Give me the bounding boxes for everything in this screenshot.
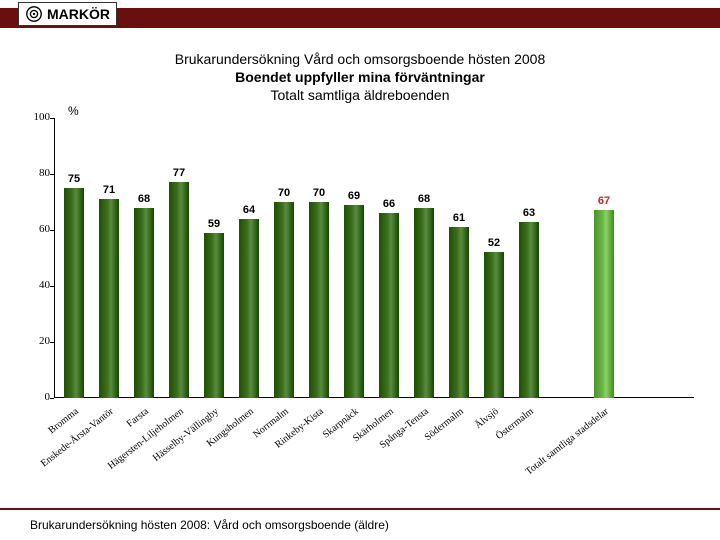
brand-logo: MARKÖR [18, 2, 117, 26]
bar-value-label: 70 [274, 187, 294, 199]
bar: 77 [169, 182, 189, 398]
bar-value-label: 75 [64, 173, 84, 185]
bar-value-label: 52 [484, 237, 504, 249]
y-axis-unit: % [68, 104, 79, 118]
bar-value-label: 67 [594, 195, 614, 207]
bar: 66 [379, 213, 399, 398]
bar: 63 [519, 222, 539, 398]
x-tick-label: Totalt samtliga stadsdelar [524, 406, 611, 478]
bar-value-label: 70 [309, 187, 329, 199]
bar-value-label: 63 [519, 207, 539, 219]
chart-title-line: Boendet uppfyller mina förväntningar [0, 68, 720, 86]
x-tick-label: Farsta [125, 406, 151, 430]
bar: 52 [484, 252, 504, 398]
bar: 59 [204, 233, 224, 398]
footer-divider [0, 508, 720, 510]
bar-value-label: 71 [99, 184, 119, 196]
bar: 70 [274, 202, 294, 398]
y-tick-label: 60 [20, 223, 50, 235]
bar: 69 [344, 205, 364, 398]
bar-value-label: 64 [239, 204, 259, 216]
y-tick-label: 100 [20, 111, 50, 123]
y-tick [50, 286, 54, 287]
bar: 75 [64, 188, 84, 398]
footer-caption: Brukarundersökning hösten 2008: Vård och… [30, 518, 389, 532]
y-tick [50, 174, 54, 175]
y-tick-label: 40 [20, 279, 50, 291]
bar: 71 [99, 199, 119, 398]
y-tick-label: 0 [20, 391, 50, 403]
chart-title: Brukarundersökning Vård och omsorgsboend… [0, 50, 720, 105]
chart-area: 757168775964707069666861526367 020406080… [54, 118, 694, 398]
x-tick-label: Östermalm [494, 406, 536, 442]
bar-value-label: 77 [169, 167, 189, 179]
bar: 67 [594, 210, 614, 398]
x-tick-label: Älvsjö [473, 406, 501, 431]
bar-value-label: 61 [449, 212, 469, 224]
y-tick-label: 20 [20, 335, 50, 347]
bar: 70 [309, 202, 329, 398]
bar: 61 [449, 227, 469, 398]
bar: 68 [414, 208, 434, 398]
bar-value-label: 66 [379, 198, 399, 210]
target-icon [25, 5, 43, 23]
bar: 68 [134, 208, 154, 398]
y-tick [50, 118, 54, 119]
y-tick [50, 230, 54, 231]
y-tick [50, 342, 54, 343]
y-tick [50, 398, 54, 399]
bar-value-label: 59 [204, 218, 224, 230]
bar-value-label: 69 [344, 190, 364, 202]
bar-value-label: 68 [414, 193, 434, 205]
chart-title-line: Totalt samtliga äldreboenden [0, 86, 720, 104]
bar-value-label: 68 [134, 193, 154, 205]
y-tick-label: 80 [20, 167, 50, 179]
bar: 64 [239, 219, 259, 398]
chart-title-line: Brukarundersökning Vård och omsorgsboend… [0, 50, 720, 68]
brand-text: MARKÖR [47, 6, 110, 22]
